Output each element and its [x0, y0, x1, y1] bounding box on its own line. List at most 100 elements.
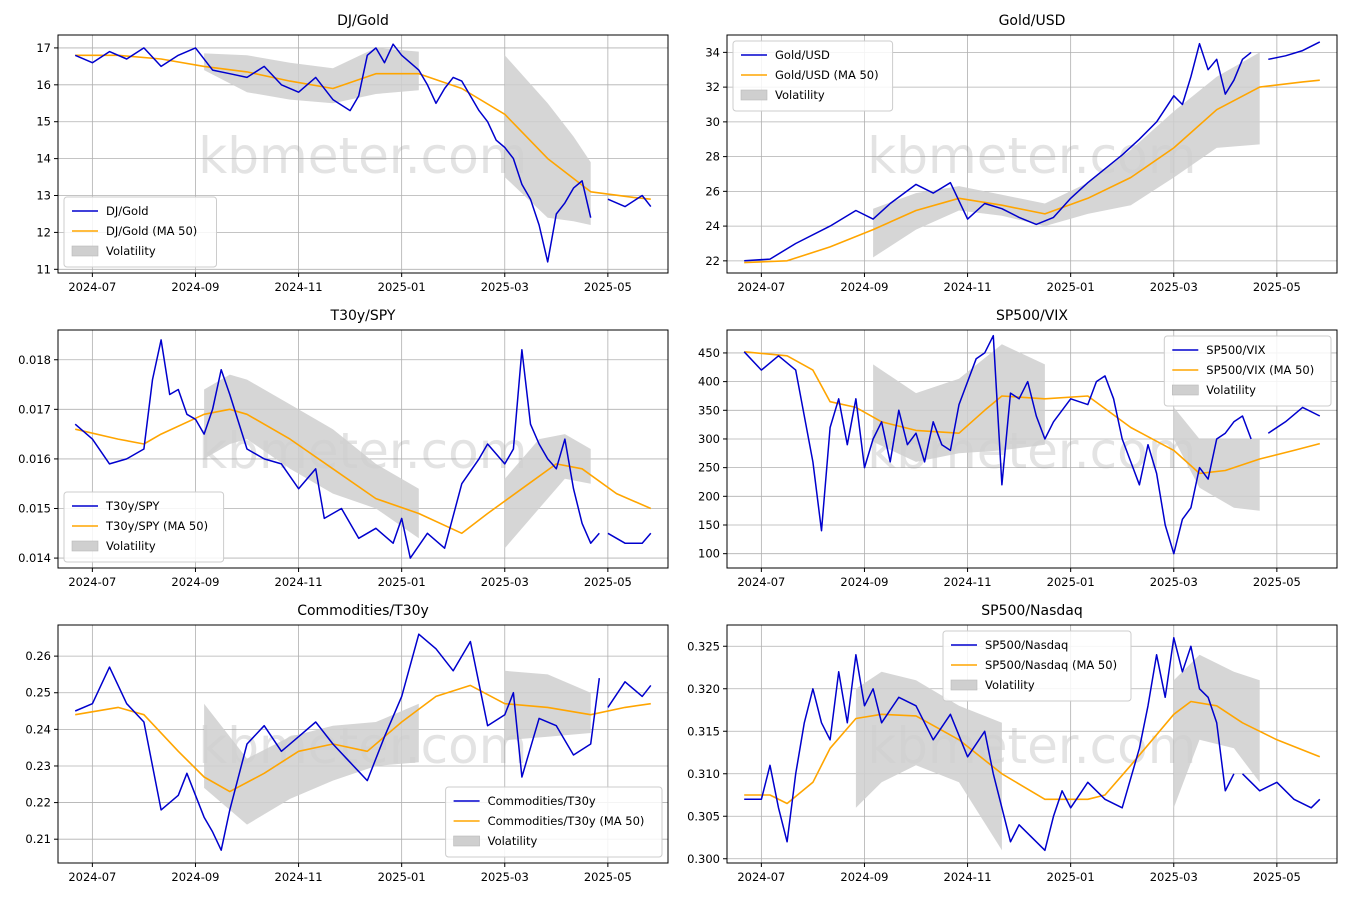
- price-line: [743, 334, 1252, 555]
- x-tick-label: 2024-11: [275, 280, 323, 294]
- price-line: [1241, 773, 1321, 809]
- chart-title: SP500/Nasdaq: [981, 603, 1082, 619]
- x-tick-label: 2024-07: [68, 870, 116, 884]
- x-tick-label: 2024-09: [840, 575, 888, 589]
- y-tick-label: 0.23: [25, 759, 51, 773]
- legend-label: Volatility: [106, 244, 156, 258]
- x-tick-label: 2024-11: [944, 575, 992, 589]
- legend: SP500/Nasdaq SP500/Nasdaq (MA 50) Volatili…: [942, 630, 1132, 702]
- y-tick-label: 0.300: [687, 852, 720, 866]
- x-tick-label: 2025-03: [481, 280, 529, 294]
- y-tick-label: 0.25: [25, 686, 51, 700]
- legend-label: DJ/Gold: [106, 204, 149, 218]
- volatility-band: [204, 374, 419, 539]
- price-line: [607, 681, 652, 708]
- price-line: [744, 42, 1252, 262]
- x-tick-label: 2024-11: [944, 280, 992, 294]
- legend-box: [1163, 335, 1332, 407]
- volatility-band: [204, 47, 419, 104]
- legend-volatility-swatch: [71, 245, 99, 257]
- y-tick-label: 14: [36, 152, 51, 166]
- y-tick-label: 0.26: [25, 649, 51, 663]
- price-line: [1267, 406, 1321, 434]
- y-tick-label: 0.017: [18, 402, 51, 416]
- legend-label: Commodities/T30y (MA 50): [488, 814, 645, 828]
- x-tick-label: 2024-09: [840, 280, 888, 294]
- x-tick-label: 2024-07: [737, 575, 785, 589]
- chart-title: Commodities/T30y: [297, 603, 429, 619]
- chart-panel: kbmeter.comSP500/VIX10015020025030035040…: [698, 308, 1338, 589]
- y-tick-label: 0.24: [25, 722, 51, 736]
- y-tick-label: 30: [705, 115, 720, 129]
- chart-title: SP500/VIX: [996, 308, 1068, 324]
- legend-label: Gold/USD: [775, 48, 830, 62]
- x-tick-label: 2025-01: [378, 575, 426, 589]
- x-tick-label: 2025-03: [481, 870, 529, 884]
- x-tick-label: 2025-05: [1253, 280, 1301, 294]
- y-tick-label: 0.018: [18, 353, 51, 367]
- x-tick-label: 2024-11: [275, 575, 323, 589]
- y-tick-label: 0.325: [687, 639, 720, 653]
- legend-label: Volatility: [488, 834, 538, 848]
- y-tick-label: 200: [698, 489, 720, 503]
- chart-panel: kbmeter.comGold/USD222426283032342024-07…: [705, 13, 1338, 294]
- volatility-band: [855, 671, 1002, 851]
- y-tick-label: 450: [698, 346, 720, 360]
- x-tick-label: 2024-11: [944, 870, 992, 884]
- y-tick-label: 350: [698, 403, 720, 417]
- volatility-band: [204, 703, 419, 825]
- y-tick-label: 26: [705, 184, 720, 198]
- chart-panel: kbmeter.comCommodities/T30y0.210.220.230…: [25, 603, 669, 884]
- ma-line: [75, 684, 651, 793]
- y-tick-label: 32: [705, 80, 720, 94]
- y-tick-label: 0.320: [687, 682, 720, 696]
- x-tick-label: 2025-05: [584, 280, 632, 294]
- chart-title: DJ/Gold: [337, 13, 389, 29]
- volatility-band: [504, 55, 591, 225]
- ma-line: [744, 700, 1321, 805]
- y-tick-label: 0.015: [18, 502, 51, 516]
- legend-label: T30y/SPY (MA 50): [105, 519, 208, 533]
- volatility-band: [1173, 407, 1260, 511]
- legend-box: [732, 40, 894, 112]
- y-tick-label: 250: [698, 461, 720, 475]
- y-tick-label: 0.22: [25, 796, 51, 810]
- x-tick-label: 2025-05: [1253, 575, 1301, 589]
- y-tick-label: 0.315: [687, 724, 720, 738]
- plot-frame: [726, 34, 1338, 274]
- y-tick-label: 0.014: [18, 551, 51, 565]
- legend-label: SP500/VIX (MA 50): [1206, 363, 1314, 377]
- chart-title: Gold/USD: [999, 13, 1066, 29]
- price-line: [744, 637, 1235, 852]
- x-tick-label: 2025-03: [1150, 575, 1198, 589]
- price-line: [74, 43, 592, 263]
- y-tick-label: 17: [36, 41, 51, 55]
- plot-frame: [57, 34, 669, 274]
- x-tick-label: 2025-01: [378, 870, 426, 884]
- legend: T30y/SPY T30y/SPY (MA 50) Volatility: [63, 491, 225, 563]
- legend: SP500/VIX SP500/VIX (MA 50) Volatility: [1163, 335, 1332, 407]
- x-tick-label: 2025-01: [378, 280, 426, 294]
- x-tick-label: 2025-01: [1047, 280, 1095, 294]
- x-tick-label: 2025-01: [1047, 575, 1095, 589]
- price-line: [1268, 41, 1321, 61]
- y-tick-label: 34: [705, 45, 720, 59]
- legend: Commodities/T30y Commodities/T30y (MA 50)…: [445, 786, 663, 858]
- chart-panel: kbmeter.comSP500/Nasdaq0.3000.3050.3100.…: [687, 603, 1338, 884]
- plot-frame: [726, 329, 1338, 569]
- legend-box: [63, 491, 225, 563]
- x-tick-label: 2024-07: [737, 280, 785, 294]
- chart-title: T30y/SPY: [330, 308, 396, 324]
- legend-label: Commodities/T30y: [488, 794, 596, 808]
- legend-label: Volatility: [775, 88, 825, 102]
- y-tick-label: 13: [36, 189, 51, 203]
- y-tick-label: 150: [698, 518, 720, 532]
- x-tick-label: 2025-01: [1047, 870, 1095, 884]
- volatility-band: [504, 670, 591, 741]
- x-tick-label: 2024-11: [275, 870, 323, 884]
- x-tick-label: 2024-07: [68, 280, 116, 294]
- y-tick-label: 0.305: [687, 809, 720, 823]
- legend-label: Volatility: [106, 539, 156, 553]
- legend-volatility-swatch: [1172, 384, 1199, 396]
